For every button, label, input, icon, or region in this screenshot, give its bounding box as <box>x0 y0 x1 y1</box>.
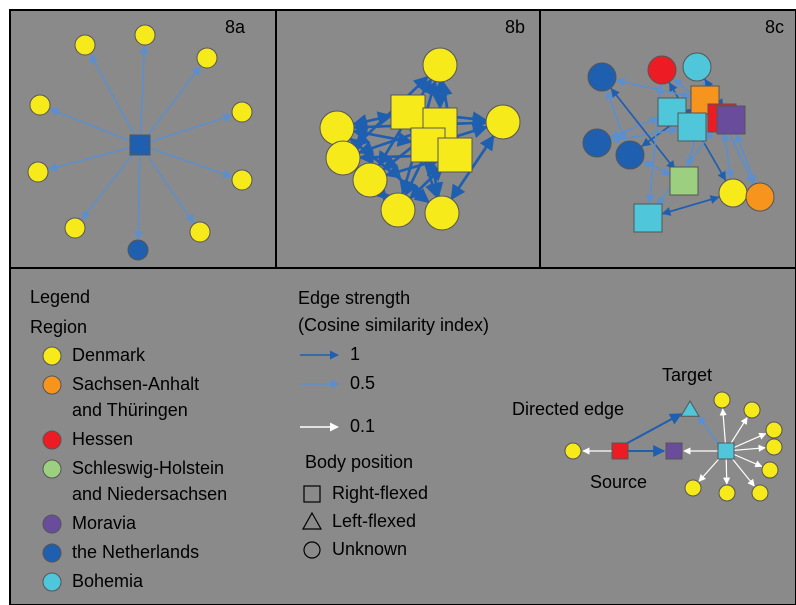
panel-label: 8b <box>505 17 525 37</box>
node <box>325 140 361 176</box>
legend-swatch <box>42 543 62 563</box>
edge <box>139 66 201 146</box>
node <box>189 221 211 243</box>
node <box>761 461 779 479</box>
edge <box>139 144 233 179</box>
node <box>684 479 702 497</box>
edge <box>610 88 685 182</box>
node <box>633 203 663 233</box>
panel-label: 8a <box>225 17 246 37</box>
edge <box>133 144 143 240</box>
node <box>751 484 769 502</box>
region-title: Region <box>30 317 87 337</box>
legend-title: Legend <box>30 287 90 307</box>
node <box>129 134 151 156</box>
node <box>231 101 253 123</box>
legend-label: and Niedersachsen <box>72 484 227 504</box>
node <box>765 421 783 439</box>
legend-label: Bohemia <box>72 571 144 591</box>
node <box>647 55 677 85</box>
body-title: Body position <box>305 452 413 472</box>
legend-label: Denmark <box>72 345 146 365</box>
node <box>134 24 156 46</box>
legend-label: Sachsen-Anhalt <box>72 374 199 394</box>
node <box>677 112 707 142</box>
node <box>713 391 731 409</box>
panel-label: 8c <box>765 17 784 37</box>
legend-swatch <box>42 375 62 395</box>
node <box>682 52 712 82</box>
node <box>669 166 699 196</box>
node <box>718 484 736 502</box>
legend-label: Schleswig-Holstein <box>72 458 224 478</box>
legend-label: and Thüringen <box>72 400 188 420</box>
node <box>680 400 700 417</box>
legend-label: the Netherlands <box>72 542 199 562</box>
legend-swatch <box>42 459 62 479</box>
node <box>424 195 460 231</box>
example-label: Source <box>590 472 647 492</box>
node <box>615 140 645 170</box>
legend-swatch <box>42 572 62 592</box>
node <box>765 438 783 456</box>
legend-label: Moravia <box>72 513 137 533</box>
node <box>564 442 582 460</box>
edge <box>81 144 141 221</box>
region-list: Denmark Sachsen-Anhalt and Thüringen Hessen… <box>42 345 227 592</box>
edge <box>697 415 721 447</box>
edge <box>89 53 141 146</box>
node <box>64 217 86 239</box>
node <box>665 442 683 460</box>
legend-label: Hessen <box>72 429 133 449</box>
legend-symbol <box>303 541 321 559</box>
edge <box>49 107 141 146</box>
node <box>319 110 355 146</box>
node <box>611 442 629 460</box>
node <box>716 105 746 135</box>
shapes <box>27 24 783 559</box>
body-label: Unknown <box>332 539 407 559</box>
edge-label: 0.5 <box>350 373 375 393</box>
node <box>29 94 51 116</box>
body-label: Left-flexed <box>332 511 416 531</box>
node <box>657 97 687 127</box>
node <box>380 192 416 228</box>
node <box>717 442 735 460</box>
legend-swatch <box>42 346 62 366</box>
edge <box>139 113 233 146</box>
legend-symbol <box>301 511 323 530</box>
node <box>743 401 761 419</box>
node <box>74 34 96 56</box>
legend-swatch <box>42 514 62 534</box>
node <box>196 47 218 69</box>
body-label: Right-flexed <box>332 483 428 503</box>
node <box>27 161 49 183</box>
node <box>745 182 775 212</box>
legend-swatch <box>42 430 62 450</box>
edge-title: Edge strength <box>298 288 410 308</box>
node <box>485 104 521 140</box>
edge <box>621 413 683 447</box>
edge-label: 0.1 <box>350 416 375 436</box>
edge <box>139 45 149 146</box>
edge <box>47 144 141 172</box>
node <box>718 178 748 208</box>
node <box>422 47 458 83</box>
node <box>437 137 473 173</box>
legend-symbol <box>303 485 321 503</box>
node <box>587 62 617 92</box>
example-label: Directed edge <box>512 399 624 419</box>
node <box>390 94 426 130</box>
node <box>582 128 612 158</box>
node <box>231 169 253 191</box>
edge-label: 1 <box>350 344 360 364</box>
example-label: Target <box>662 365 712 385</box>
node <box>352 162 388 198</box>
edge <box>139 144 195 224</box>
edge-title: (Cosine similarity index) <box>298 315 489 335</box>
node <box>127 239 149 261</box>
